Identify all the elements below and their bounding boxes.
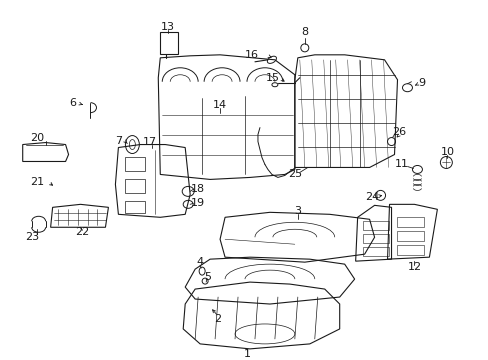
Bar [396,231,424,241]
Text: 7: 7 [115,136,122,145]
Text: 8: 8 [301,27,308,37]
Bar [125,201,145,213]
Text: 16: 16 [244,50,259,60]
Bar [125,157,145,171]
Text: 18: 18 [191,184,205,194]
Text: 19: 19 [191,198,205,208]
Text: 20: 20 [31,132,44,143]
Text: 9: 9 [417,78,424,88]
Text: 22: 22 [75,227,89,237]
Text: 1: 1 [243,349,250,359]
Text: 2: 2 [214,314,221,324]
Bar [362,247,388,256]
Text: 25: 25 [287,170,301,179]
Bar [362,234,388,243]
Text: 13: 13 [161,22,175,32]
Text: 6: 6 [69,98,76,108]
Bar [396,217,424,227]
Text: 15: 15 [265,73,279,83]
Bar [125,179,145,193]
Text: 5: 5 [204,272,211,282]
Text: 11: 11 [394,159,407,170]
Bar [396,245,424,255]
Text: 12: 12 [407,262,421,272]
Text: 17: 17 [143,136,157,147]
Text: 24: 24 [365,192,379,202]
Text: 3: 3 [294,206,301,216]
Text: 23: 23 [25,232,40,242]
Text: 10: 10 [440,147,453,157]
Bar [160,32,178,54]
Bar [362,221,388,230]
Text: 21: 21 [31,177,44,188]
Text: 14: 14 [213,100,227,110]
Text: 26: 26 [392,127,406,136]
Text: 4: 4 [196,257,203,267]
